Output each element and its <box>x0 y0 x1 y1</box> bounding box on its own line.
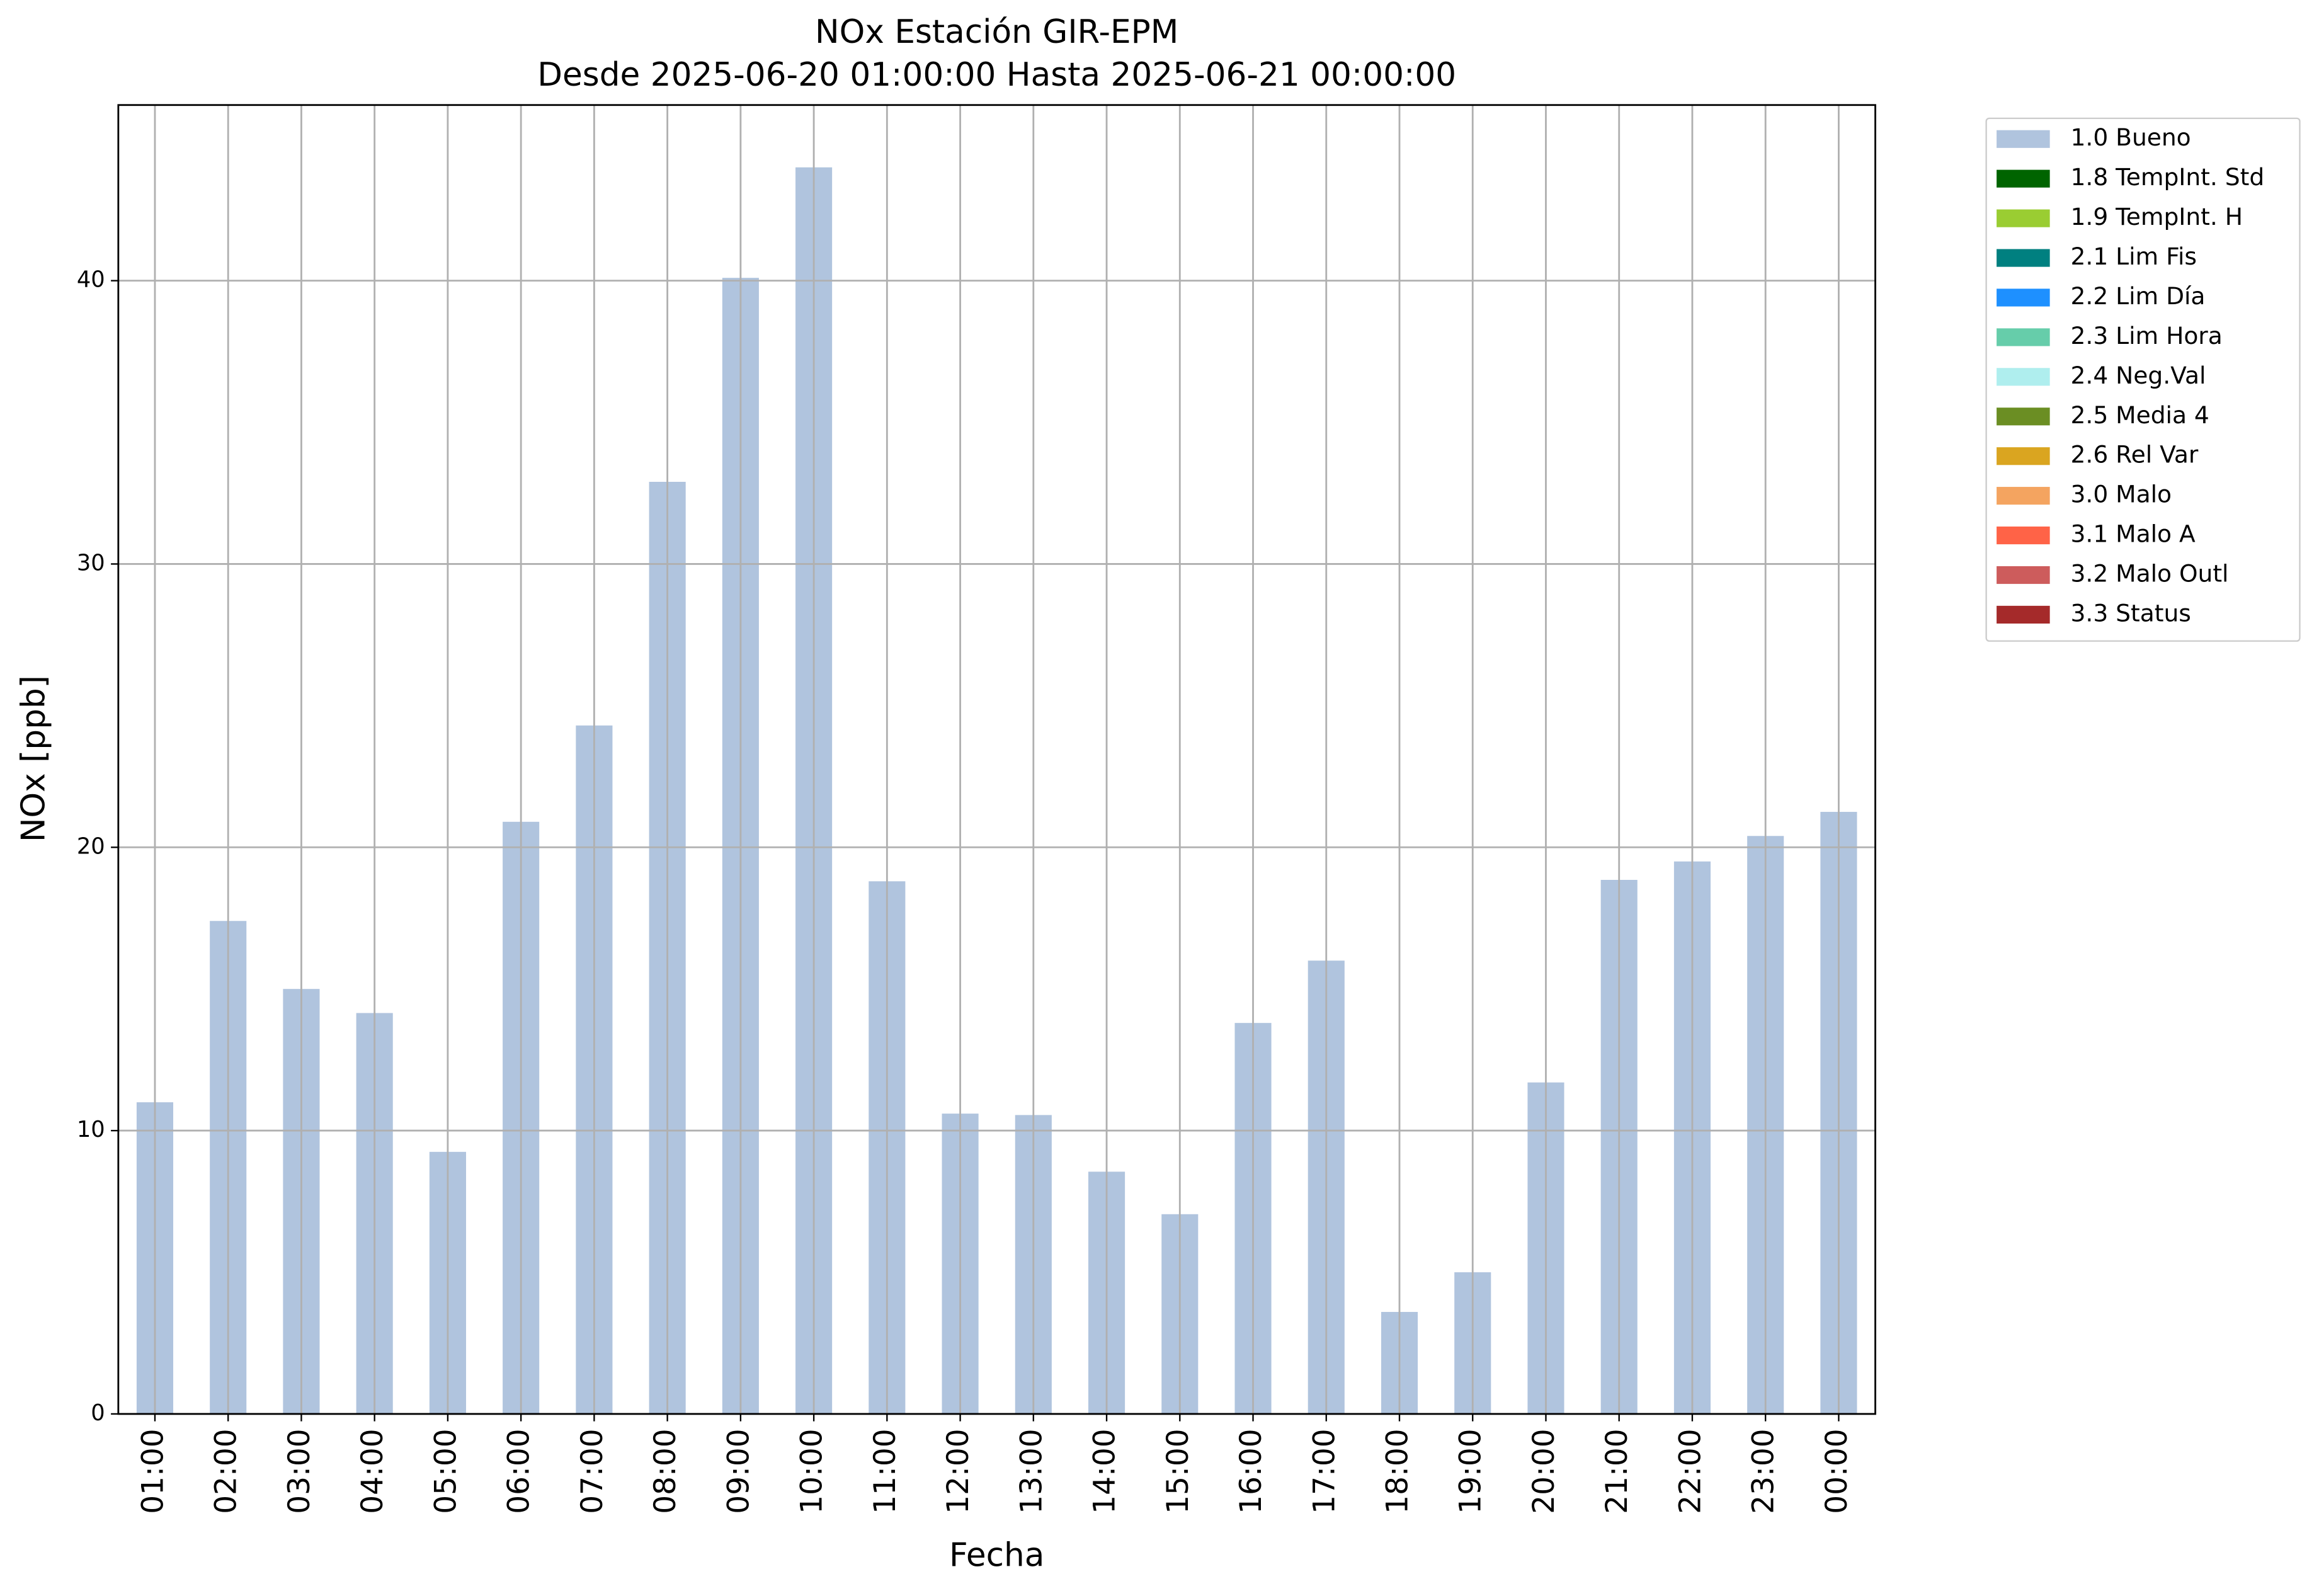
legend-swatch <box>1997 368 2050 386</box>
legend-label: 2.4 Neg.Val <box>2071 362 2206 389</box>
legend-swatch <box>1997 526 2050 545</box>
legend-swatch <box>1997 130 2050 148</box>
x-tick-label: 23:00 <box>1746 1428 1781 1513</box>
x-tick-label: 12:00 <box>941 1428 976 1513</box>
legend-swatch <box>1997 288 2050 307</box>
legend-swatch <box>1997 209 2050 227</box>
legend-box <box>1985 117 2301 642</box>
y-axis-label: NOx [ppb] <box>14 675 52 842</box>
y-tick-label: 40 <box>77 267 105 293</box>
x-tick-label: 05:00 <box>428 1428 463 1513</box>
legend-swatch <box>1997 249 2050 267</box>
x-axis-label: Fecha <box>949 1537 1044 1575</box>
x-tick-label: 14:00 <box>1088 1428 1122 1513</box>
legend-swatch <box>1997 169 2050 188</box>
legend-swatch <box>1997 605 2050 624</box>
legend-label: 3.2 Malo Outl <box>2071 560 2229 588</box>
legend-label: 2.5 Media 4 <box>2071 401 2209 429</box>
y-tick-label: 0 <box>91 1400 105 1426</box>
x-tick-label: 16:00 <box>1234 1428 1268 1513</box>
legend-swatch <box>1997 566 2050 584</box>
legend-label: 2.2 Lim Día <box>2071 282 2206 310</box>
x-tick-label: 18:00 <box>1380 1428 1415 1513</box>
legend-swatch <box>1997 487 2050 505</box>
x-tick-label: 13:00 <box>1014 1428 1049 1513</box>
x-tick-label: 17:00 <box>1307 1428 1342 1513</box>
y-tick-label: 10 <box>77 1117 105 1143</box>
x-tick-label: 00:00 <box>1820 1428 1854 1513</box>
x-tick-label: 08:00 <box>648 1428 683 1513</box>
x-tick-label: 11:00 <box>868 1428 903 1513</box>
plot-frame <box>117 104 1876 1415</box>
x-tick-label: 15:00 <box>1161 1428 1195 1513</box>
legend-label: 1.8 TempInt. Std <box>2071 163 2265 191</box>
x-tick-label: 06:00 <box>502 1428 537 1513</box>
x-tick-label: 02:00 <box>209 1428 244 1513</box>
x-tick-label: 03:00 <box>282 1428 317 1513</box>
y-tick-label: 30 <box>77 550 105 576</box>
chart-title: NOx Estación GIR-EPM <box>815 13 1178 51</box>
x-tick-label: 01:00 <box>135 1428 170 1513</box>
legend-swatch <box>1997 328 2050 346</box>
legend-swatch <box>1997 447 2050 465</box>
legend-label: 3.3 Status <box>2071 599 2191 627</box>
legend-label: 2.6 Rel Var <box>2071 441 2199 469</box>
legend-label: 3.1 Malo A <box>2071 520 2196 548</box>
x-tick-label: 10:00 <box>795 1428 829 1513</box>
x-tick-label: 20:00 <box>1527 1428 1561 1513</box>
x-tick-label: 07:00 <box>575 1428 610 1513</box>
chart-subtitle: Desde 2025-06-20 01:00:00 Hasta 2025-06-… <box>537 56 1456 94</box>
legend-label: 3.0 Malo <box>2071 481 2172 508</box>
x-tick-label: 04:00 <box>355 1428 390 1513</box>
legend-label: 1.9 TempInt. H <box>2071 203 2243 231</box>
y-tick-label: 20 <box>77 833 105 859</box>
legend-label: 2.1 Lim Fis <box>2071 242 2197 270</box>
legend-label: 2.3 Lim Hora <box>2071 322 2223 350</box>
x-tick-label: 19:00 <box>1454 1428 1488 1513</box>
x-tick-label: 21:00 <box>1600 1428 1634 1513</box>
legend-swatch <box>1997 408 2050 426</box>
x-tick-label: 09:00 <box>721 1428 756 1513</box>
legend-label: 1.0 Bueno <box>2071 123 2191 151</box>
x-tick-label: 22:00 <box>1673 1428 1707 1513</box>
